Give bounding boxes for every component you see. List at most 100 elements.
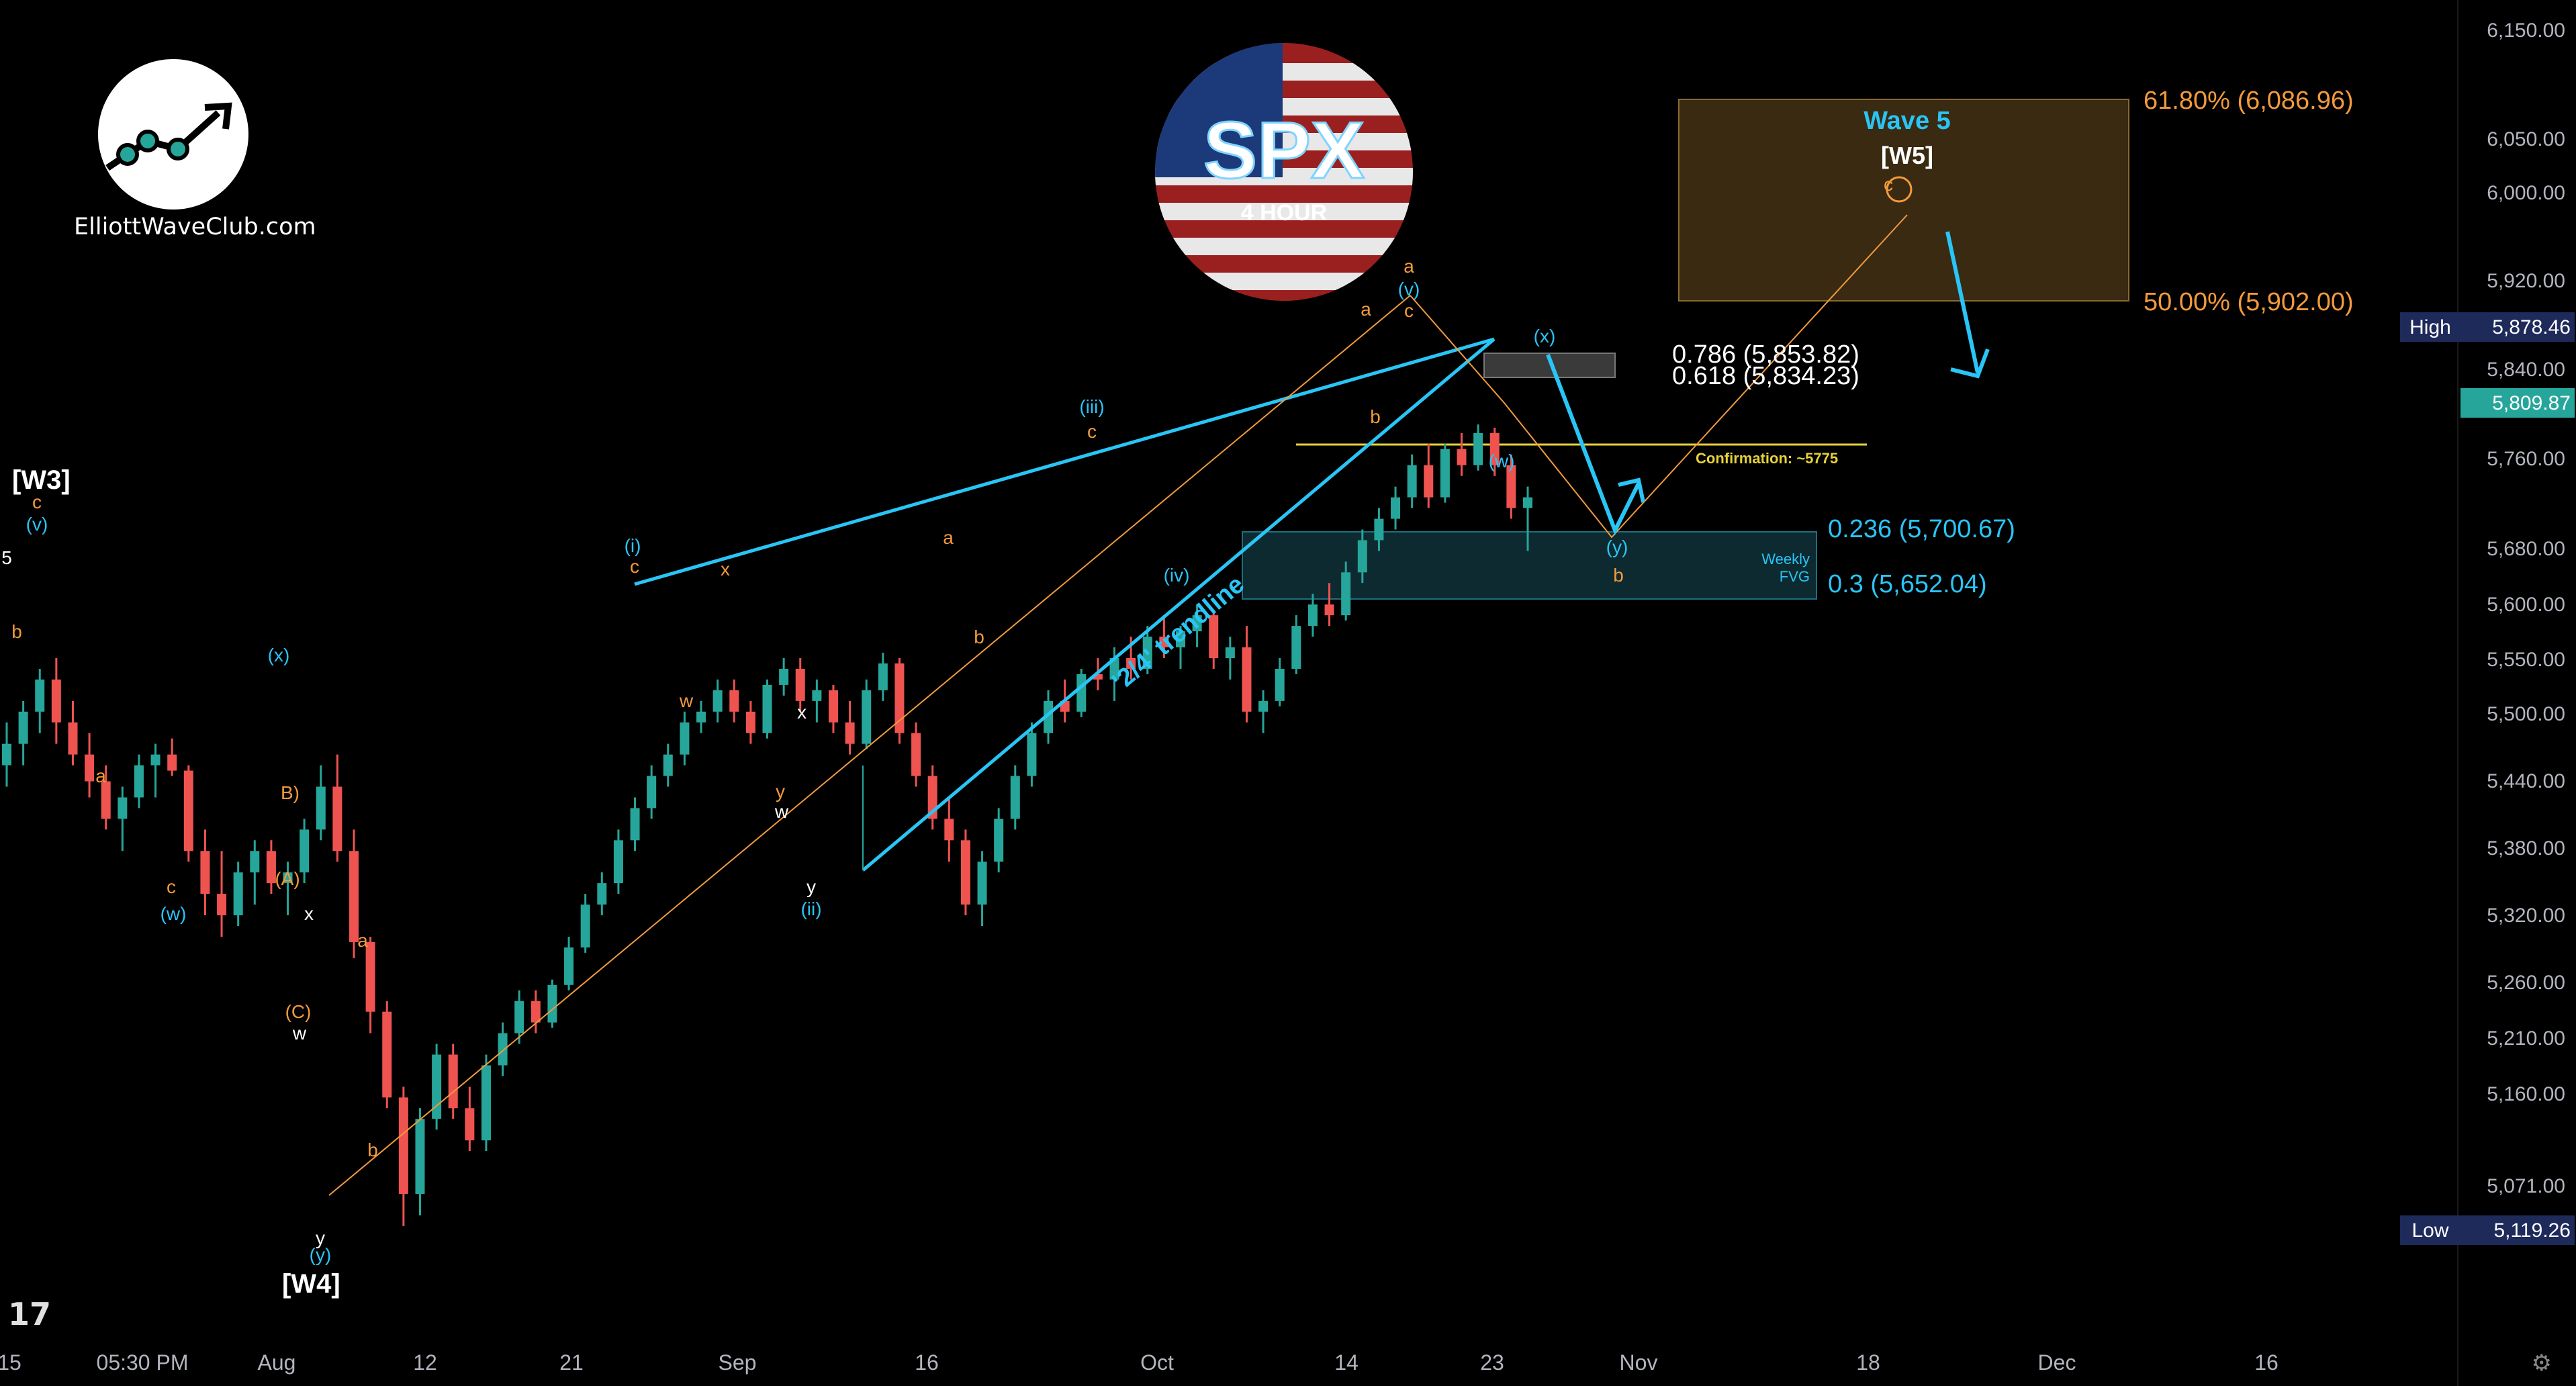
x-tick-label: Sep: [719, 1350, 757, 1375]
candle-body: [200, 851, 210, 894]
fib-level-label: 50.00% (5,902.00): [2144, 288, 2354, 316]
wave5-c-circle: [1886, 176, 1913, 203]
x-tick-label: Nov: [1620, 1350, 1658, 1375]
candle-body: [1175, 631, 1185, 648]
candle-body: [1126, 658, 1136, 669]
candle-body: [266, 851, 276, 884]
candle-body: [498, 1033, 508, 1066]
candle-body: [878, 663, 888, 690]
badge-value-bg: [2460, 312, 2575, 342]
x-tick-label: Dec: [2038, 1350, 2076, 1375]
fib-level-label: 61.80% (6,086.96): [2144, 87, 2354, 115]
projection-cyan: [1546, 353, 1641, 536]
wave-label: (ii): [800, 898, 821, 919]
candle-body: [250, 851, 260, 873]
candle-body: [332, 786, 342, 851]
candle-body: [828, 690, 838, 723]
y-tick-label: 5,071.00: [2487, 1175, 2565, 1197]
y-tick-label: 6,050.00: [2487, 128, 2565, 150]
candle-body: [1291, 626, 1301, 669]
candle-body: [1209, 615, 1219, 659]
candle-body: [1324, 604, 1334, 616]
y-tick-label: 5,760.00: [2487, 448, 2565, 470]
candle-body: [1391, 497, 1401, 519]
y-tick-label: 5,600.00: [2487, 594, 2565, 616]
candle-body: [300, 829, 310, 873]
weekly-fvg-box: [1242, 531, 1817, 600]
candle-body: [2, 743, 11, 766]
candle-body: [233, 872, 243, 916]
candle-body: [150, 754, 160, 766]
candle-body: [1523, 497, 1532, 508]
wave-label: (w): [1489, 451, 1515, 471]
wave-label: (i): [625, 535, 641, 556]
candle-body: [1027, 733, 1037, 776]
candle-body: [762, 684, 772, 733]
site-name: ElliottWaveClub.com: [74, 214, 316, 240]
candle-body: [994, 819, 1004, 862]
fvg-label-2: FVG: [1780, 568, 1810, 585]
badge-label: Low: [2411, 1219, 2448, 1242]
y-tick-label: 6,150.00: [2487, 19, 2565, 42]
candle-body: [1307, 604, 1318, 627]
wave-label: a: [943, 527, 954, 548]
candle-body: [680, 722, 690, 755]
candle-body: [118, 797, 128, 819]
candle-body: [597, 883, 607, 905]
candle-body: [382, 1011, 392, 1098]
candle-body: [812, 690, 822, 701]
badge-value: 5,809.87: [2492, 392, 2571, 414]
x-tick-label: Oct: [1140, 1350, 1174, 1375]
y-tick-label: 5,440.00: [2487, 770, 2565, 792]
gear-icon[interactable]: ⚙: [2531, 1350, 2552, 1376]
y-tick-label: 5,260.00: [2487, 972, 2565, 994]
projection-arrowhead-down: [1950, 348, 1990, 379]
candle-body: [1109, 658, 1119, 680]
w3-label: [W3]: [12, 465, 71, 495]
candle-body: [85, 754, 95, 782]
candle-body: [514, 1001, 524, 1033]
wave-label: (y): [310, 1244, 332, 1265]
wave-label: a: [95, 766, 106, 786]
candle-body: [1225, 647, 1235, 659]
y-tick-label: 5,160.00: [2487, 1083, 2565, 1105]
wave-label: b: [974, 627, 984, 647]
x-tick-label: 15: [0, 1350, 21, 1375]
fib-level-label: 0.236 (5,700.67): [1828, 515, 2015, 543]
candle-body: [613, 840, 623, 884]
badge-value: 5,119.26: [2493, 1219, 2571, 1242]
candle-body: [1159, 637, 1169, 648]
w4-label: [W4]: [282, 1269, 340, 1299]
candle-body: [712, 690, 723, 712]
candle-body: [1341, 572, 1351, 616]
candle-body: [1473, 432, 1483, 465]
confirmation-label: Confirmation: ~5775: [1696, 450, 1838, 467]
trendline-2-4: [862, 338, 1496, 872]
wave-label: (v): [1398, 279, 1420, 299]
candle-body: [1010, 776, 1020, 819]
y-tick-label: 5,210.00: [2487, 1027, 2565, 1050]
candle-body: [316, 786, 326, 830]
wave-label: B): [281, 782, 300, 803]
wave-label: b: [367, 1140, 378, 1160]
x-tick-label: 16: [2254, 1350, 2279, 1375]
x-tick-label: 05:30 PM: [97, 1350, 189, 1375]
wave-label: a: [1404, 256, 1414, 277]
candle-body: [580, 905, 590, 948]
y-axis: 6,150.00 6,050.00 6,000.00 5,920.00 5,840.00…: [2487, 19, 2565, 1197]
candle-body: [547, 984, 557, 1023]
wave-label: a: [357, 930, 368, 951]
candle-body: [1258, 700, 1269, 712]
candle-body: [531, 1001, 541, 1023]
x-tick-label: 23: [1480, 1350, 1504, 1375]
candle-body: [365, 941, 375, 1012]
y-tick-label: 5,320.00: [2487, 905, 2565, 927]
wave-label: x: [721, 559, 730, 580]
orange-channel-line: [328, 295, 1411, 1196]
x-tick-label: 12: [413, 1350, 437, 1375]
wave-label: (x): [1534, 326, 1556, 346]
candle-body: [1357, 540, 1367, 573]
tradingview-logo-icon[interactable]: 17: [8, 1296, 52, 1332]
